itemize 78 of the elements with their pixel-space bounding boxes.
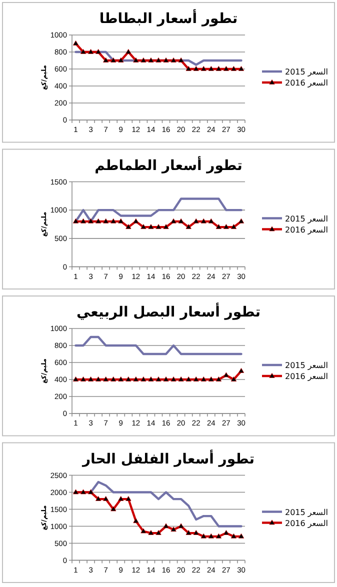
point xyxy=(80,49,86,54)
point xyxy=(133,518,139,524)
point xyxy=(103,496,109,501)
point xyxy=(133,376,139,382)
point xyxy=(163,523,169,528)
point xyxy=(238,533,244,538)
legend-label: السعر 2015 xyxy=(285,214,328,224)
legend-label: السعر 2015 xyxy=(285,361,328,370)
point xyxy=(96,49,102,54)
chart-title: تطور أسعار البطاطا xyxy=(99,9,238,27)
point xyxy=(178,376,184,382)
point xyxy=(80,376,86,382)
point xyxy=(178,523,184,528)
point xyxy=(110,506,116,512)
point xyxy=(193,530,199,535)
point xyxy=(110,58,116,62)
point xyxy=(163,58,169,62)
point xyxy=(208,376,214,382)
point xyxy=(193,376,199,382)
point xyxy=(156,376,162,382)
point xyxy=(140,58,146,62)
point xyxy=(88,376,94,382)
point xyxy=(230,376,237,382)
point xyxy=(96,496,102,501)
legend-label: السعر 2016 xyxy=(285,518,328,528)
point xyxy=(238,368,244,373)
point xyxy=(118,376,124,382)
point xyxy=(88,49,94,54)
legend-label: السعر 2016 xyxy=(285,372,328,381)
point xyxy=(88,489,94,494)
point xyxy=(140,528,146,534)
point xyxy=(238,66,244,71)
point xyxy=(186,376,192,382)
point xyxy=(208,533,214,538)
legend-label: السعر 2016 xyxy=(285,225,328,234)
point xyxy=(156,530,162,535)
point xyxy=(208,66,214,71)
point xyxy=(216,66,222,71)
point xyxy=(200,533,206,538)
point xyxy=(223,372,229,378)
point xyxy=(163,376,169,382)
point xyxy=(110,376,116,382)
point xyxy=(216,376,222,382)
chart-title: تطور أسعار الفلفل الحار xyxy=(81,449,255,468)
legend-label: السعر 2016 xyxy=(285,78,328,88)
point xyxy=(170,376,176,382)
point xyxy=(126,376,132,382)
point xyxy=(148,376,154,382)
point xyxy=(103,58,109,62)
point xyxy=(230,533,237,538)
point xyxy=(118,496,124,501)
point xyxy=(156,58,162,62)
point xyxy=(80,489,86,494)
point xyxy=(193,66,199,71)
point xyxy=(200,66,206,71)
point xyxy=(170,58,176,62)
point xyxy=(103,376,109,382)
point xyxy=(223,530,229,535)
point xyxy=(118,58,124,62)
point xyxy=(133,58,139,62)
point xyxy=(126,49,132,54)
chart-title: تطور أسعار الطماطم xyxy=(94,156,242,174)
chart-title: تطور أسعار البصل الربيعي xyxy=(76,302,261,320)
point xyxy=(186,66,192,71)
point xyxy=(148,530,154,535)
point xyxy=(170,526,176,532)
point xyxy=(96,376,102,382)
point xyxy=(230,66,237,71)
point xyxy=(126,496,132,501)
point xyxy=(186,530,192,535)
point xyxy=(223,66,229,71)
legend-label: السعر 2015 xyxy=(285,508,328,517)
legend-label: السعر 2015 xyxy=(285,68,328,76)
point xyxy=(140,376,146,382)
point xyxy=(148,58,154,62)
point xyxy=(216,533,222,538)
point xyxy=(178,58,184,62)
point xyxy=(200,376,206,382)
